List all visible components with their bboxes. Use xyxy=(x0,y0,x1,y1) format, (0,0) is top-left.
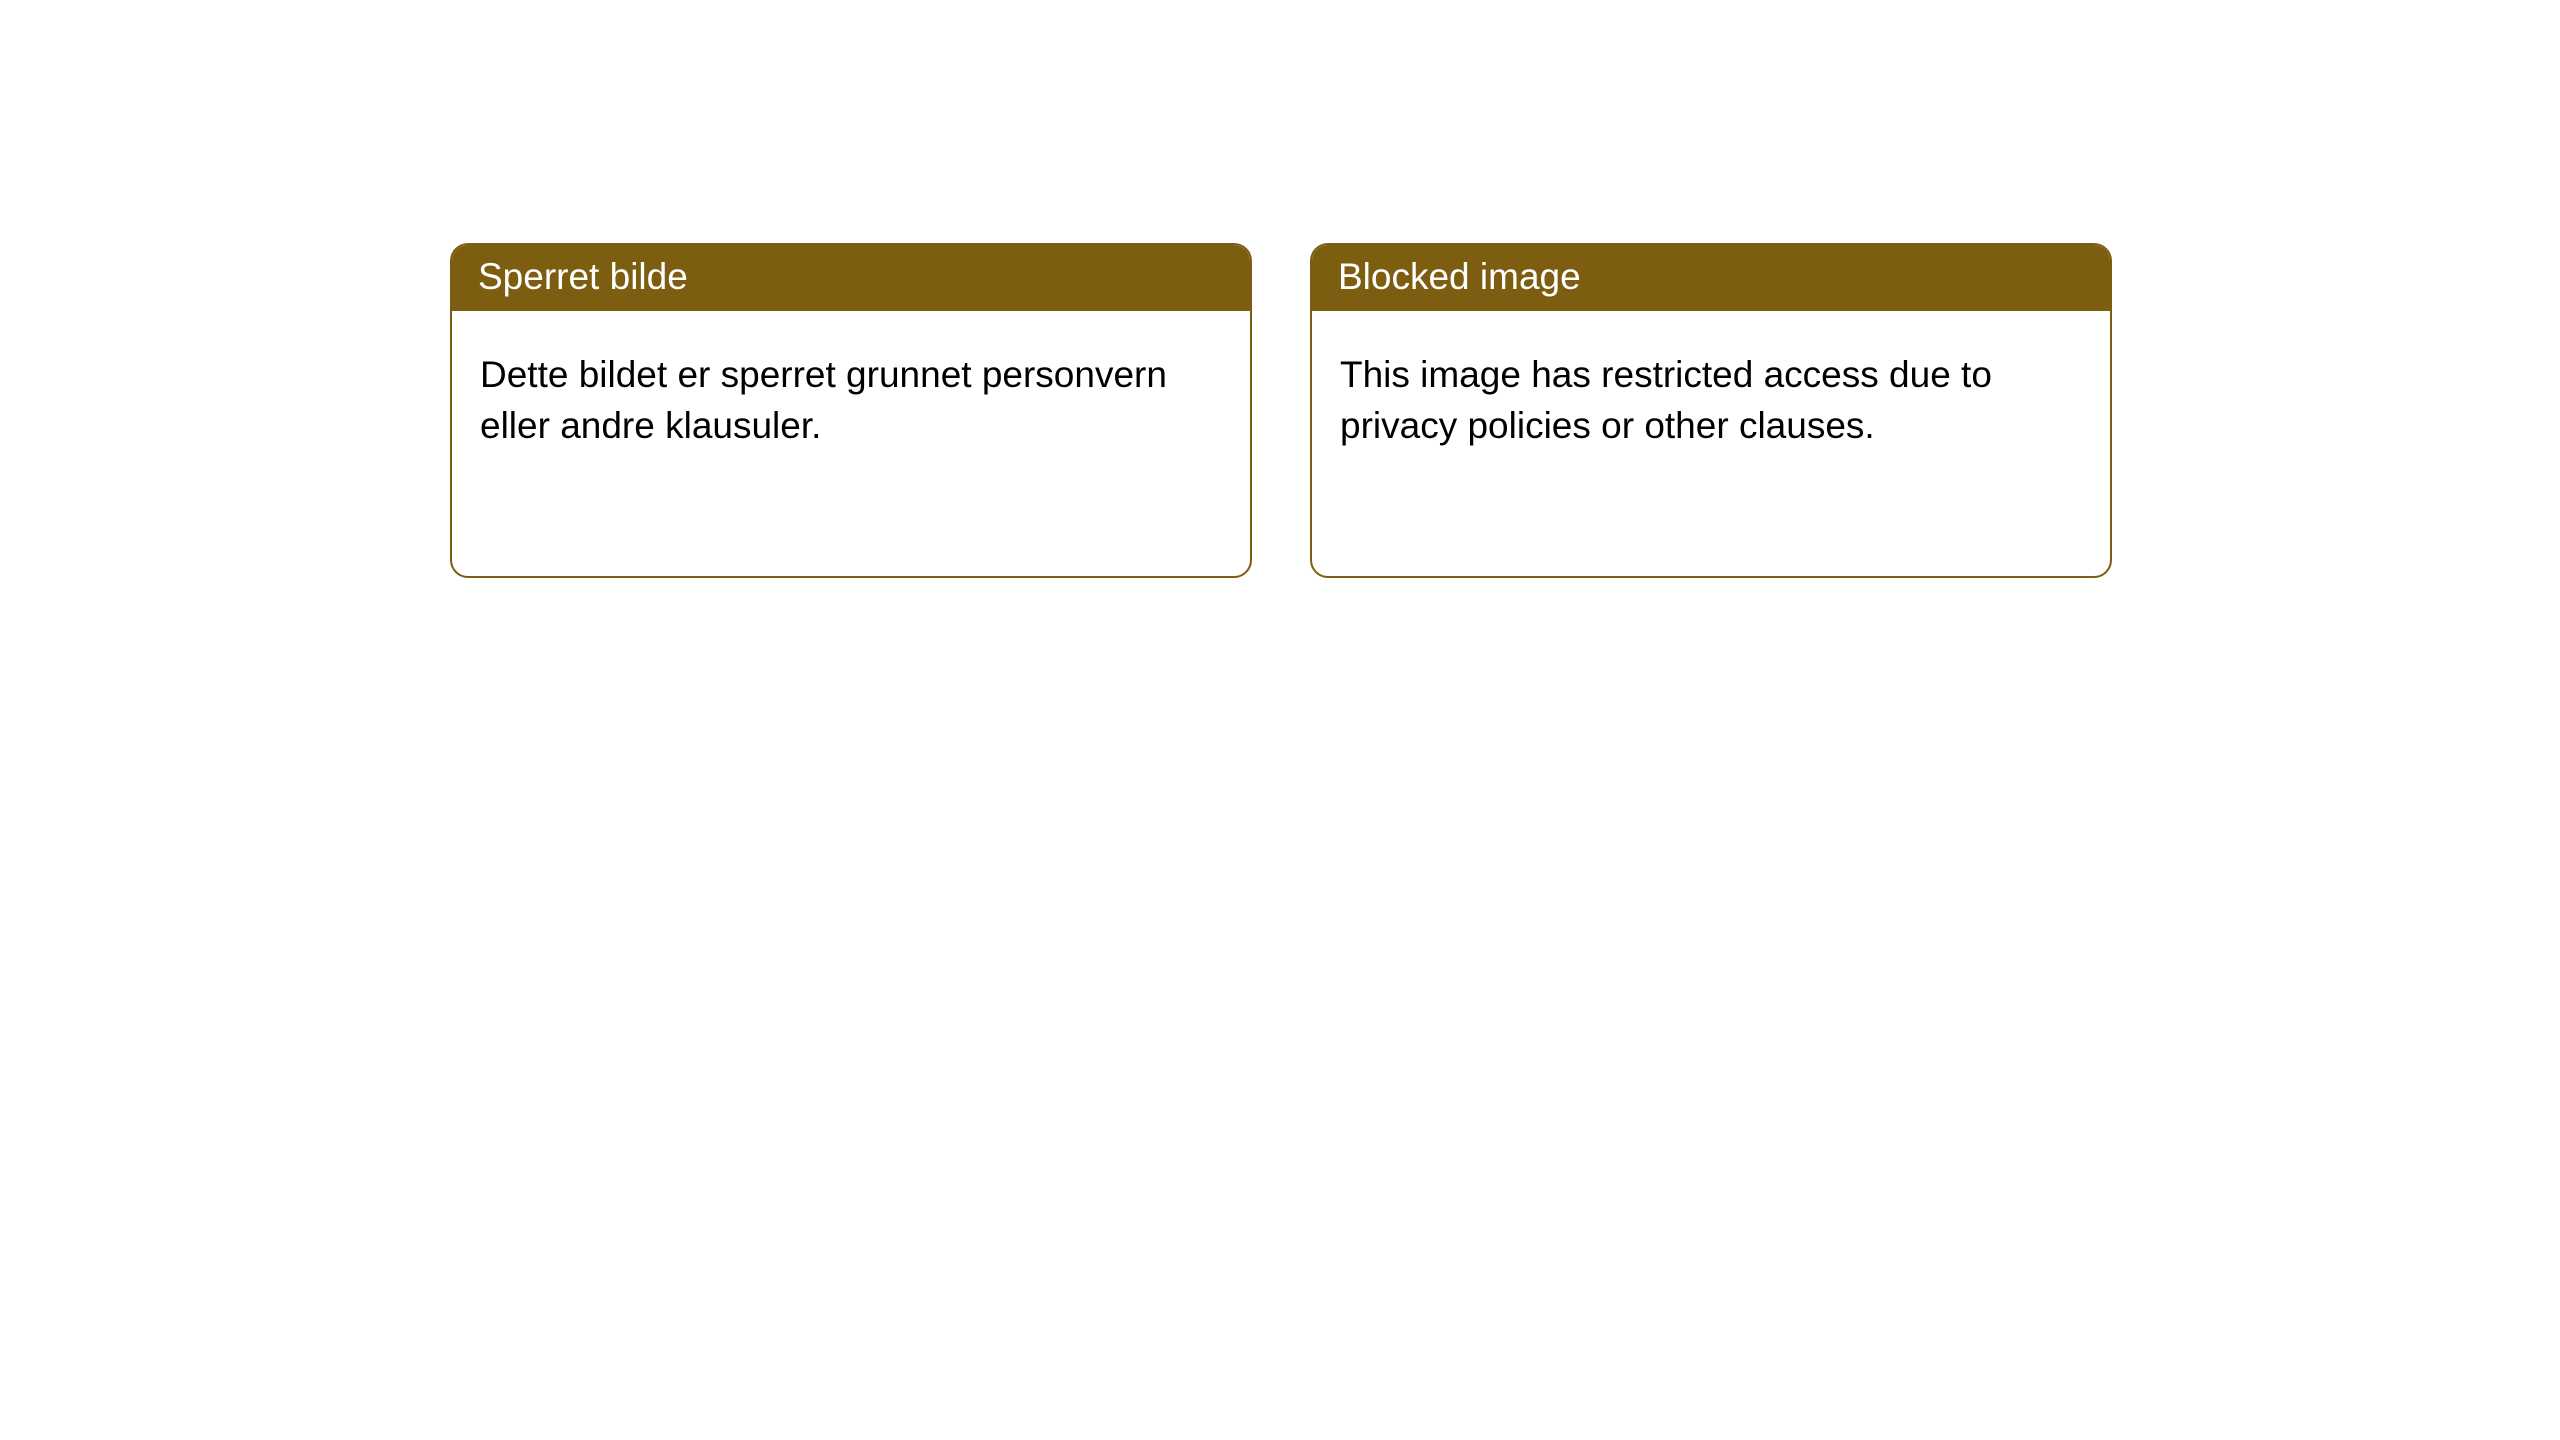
notice-container: Sperret bilde Dette bildet er sperret gr… xyxy=(0,0,2560,578)
notice-header: Sperret bilde xyxy=(452,245,1250,311)
notice-box-norwegian: Sperret bilde Dette bildet er sperret gr… xyxy=(450,243,1252,578)
notice-box-english: Blocked image This image has restricted … xyxy=(1310,243,2112,578)
notice-body: Dette bildet er sperret grunnet personve… xyxy=(452,311,1250,489)
notice-header: Blocked image xyxy=(1312,245,2110,311)
notice-body: This image has restricted access due to … xyxy=(1312,311,2110,489)
